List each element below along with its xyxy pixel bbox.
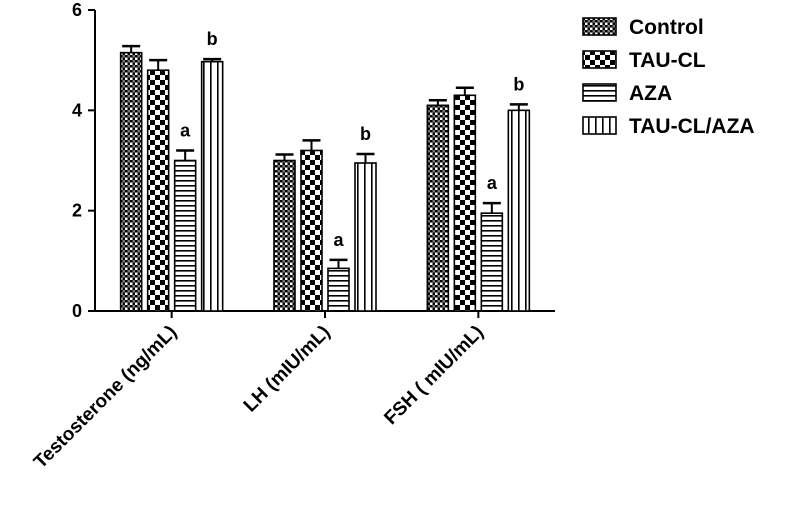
legend-swatch (582, 83, 617, 102)
legend-label: Control (629, 16, 704, 39)
bars (119, 44, 531, 312)
y-tick-label: 4 (72, 100, 82, 120)
legend-swatch (582, 116, 617, 135)
bar-control-0 (119, 51, 143, 312)
bar-control-1 (273, 159, 296, 312)
bar-tau-cl-aza-0 (200, 60, 224, 312)
bar-aza-0 (173, 159, 197, 312)
bar-aza-2 (480, 212, 504, 312)
bar-tau-cl-2 (453, 94, 477, 312)
x-category-label: FSH ( mIU/mL) (380, 322, 487, 429)
y-tick-label: 6 (72, 0, 82, 20)
significance-label: b (360, 124, 371, 144)
legend-label: TAU-CL (629, 49, 706, 72)
y-tick-label: 2 (72, 201, 82, 221)
y-tick-label: 0 (72, 301, 82, 321)
significance-label: a (487, 173, 498, 193)
bar-tau-cl-0 (146, 69, 170, 312)
legend: Control TAU-CL AZA TAU-CL/AZA (582, 16, 755, 138)
labels: a b a b a b (180, 29, 524, 250)
legend-label: AZA (629, 82, 672, 105)
x-category-label: Testosterone (ng/mL) (30, 322, 181, 473)
bar-tau-cl-aza-2 (507, 109, 531, 312)
significance-label: a (333, 230, 344, 250)
bar-aza-1 (327, 267, 350, 312)
significance-label: b (513, 74, 524, 94)
legend-swatch (582, 17, 617, 36)
significance-label: a (180, 120, 191, 140)
x-category-label: LH (mIU/mL) (240, 322, 335, 417)
legend-swatch (582, 50, 617, 69)
significance-label: b (207, 29, 218, 49)
bar-tau-cl-aza-1 (354, 162, 377, 312)
bar-tau-cl-1 (300, 149, 323, 312)
bar-control-2 (426, 104, 450, 312)
legend-label: TAU-CL/AZA (629, 115, 755, 138)
